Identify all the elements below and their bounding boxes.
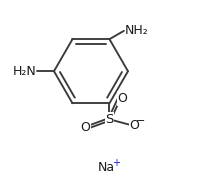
Text: +: + — [112, 158, 121, 168]
Text: O: O — [118, 92, 128, 105]
Text: O: O — [129, 119, 139, 132]
Text: H₂N: H₂N — [13, 65, 37, 78]
Text: S: S — [105, 113, 114, 126]
Text: Na: Na — [98, 161, 115, 174]
Text: −: − — [136, 116, 145, 126]
Text: NH₂: NH₂ — [125, 24, 148, 37]
Text: O: O — [81, 121, 90, 134]
